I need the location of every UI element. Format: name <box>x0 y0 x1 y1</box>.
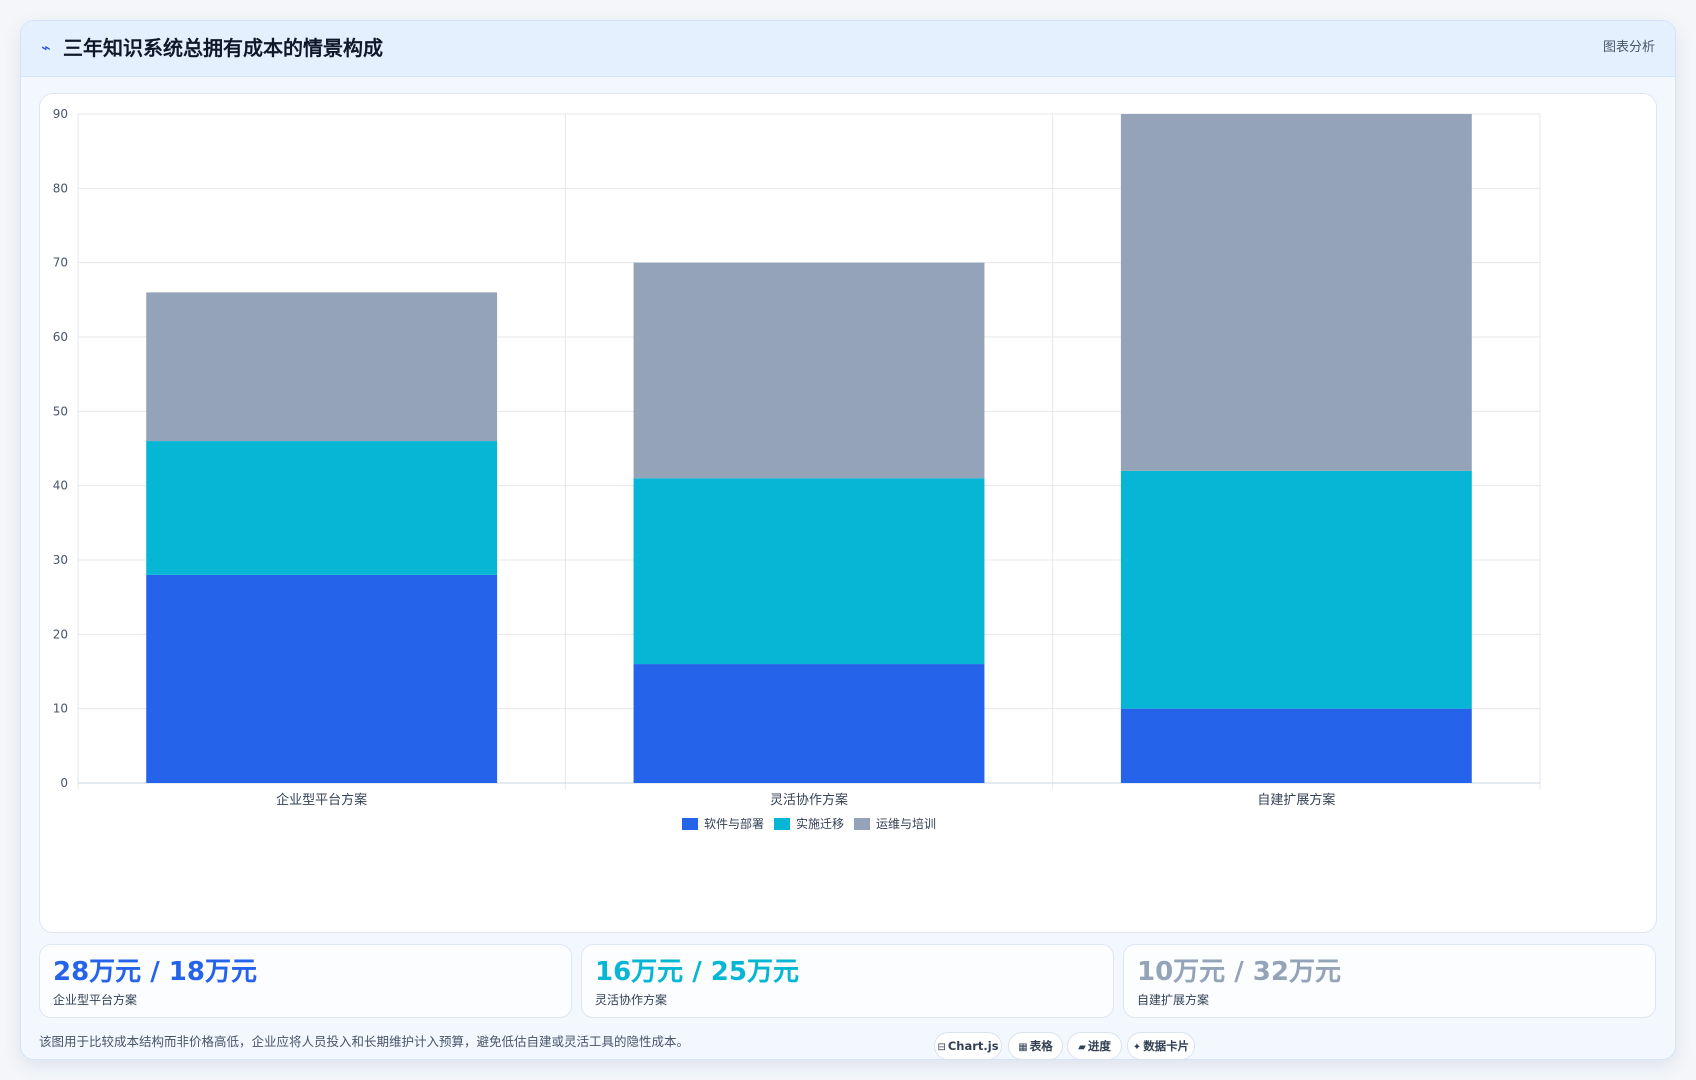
stat-value: 28万元 / 18万元 <box>53 957 257 987</box>
stat-label: 自建扩展方案 <box>1137 993 1210 1007</box>
footnote: 该图用于比较成本结构而非价格高低，企业应将人员投入和长期维护计入预算，避免低估自… <box>39 1034 690 1049</box>
legend-label: 软件与部署 <box>704 816 764 831</box>
y-tick-label: 90 <box>53 107 68 121</box>
y-tick-label: 80 <box>53 181 68 195</box>
y-tick-label: 70 <box>53 256 68 270</box>
y-tick-label: 0 <box>60 776 68 790</box>
table-icon: ▦ <box>1018 1042 1028 1053</box>
stacked-bar-chart: 0 10 20 30 40 50 60 70 80 90 企业型平台方案 灵活协作方案 自建扩展方案软件… <box>53 107 1541 831</box>
legend-label: 运维与培训 <box>876 816 936 831</box>
y-tick-label: 10 <box>53 702 68 716</box>
card-header: ⌁ 三年知识系统总拥有成本的情景构成 图表分析 <box>21 21 1675 77</box>
x-tick-label: 企业型平台方案 <box>276 792 367 808</box>
bar-segment <box>146 441 498 575</box>
x-tick-label: 自建扩展方案 <box>1257 792 1335 808</box>
y-tick-label: 30 <box>53 553 68 567</box>
legend-swatch <box>774 818 790 830</box>
chart-spark-icon: ⌁ <box>41 38 51 57</box>
table-label: 表格 <box>1029 1039 1053 1053</box>
y-tick-label: 60 <box>53 330 68 344</box>
stat-label: 灵活协作方案 <box>595 993 668 1007</box>
stats-row: 28万元 / 18万元 企业型平台方案 16万元 / 25万元 灵活协作方案 1… <box>39 944 1656 1018</box>
data-cards-label: 数据卡片 <box>1143 1039 1190 1053</box>
stat-value: 16万元 / 25万元 <box>595 957 799 987</box>
stat-card-selfbuilt: 10万元 / 32万元 自建扩展方案 <box>1123 944 1656 1018</box>
legend-swatch <box>854 818 870 830</box>
stat-card-flexible: 16万元 / 25万元 灵活协作方案 <box>581 944 1114 1018</box>
y-tick-label: 20 <box>53 627 68 641</box>
bar-segment <box>633 478 985 665</box>
page-title: 三年知识系统总拥有成本的情景构成 <box>63 36 383 60</box>
stat-card-enterprise: 28万元 / 18万元 企业型平台方案 <box>39 944 572 1018</box>
sparkle-icon: ✦ <box>1132 1042 1142 1053</box>
chartjs-button[interactable]: ⊟ Chart.js <box>934 1032 1002 1059</box>
y-tick-label: 40 <box>53 479 68 493</box>
bar-segment <box>633 664 985 783</box>
bar-segment <box>1120 114 1472 471</box>
y-tick-label: 50 <box>53 404 68 418</box>
chart-icon: ⊟ <box>937 1042 946 1053</box>
bar-segment <box>1120 708 1472 783</box>
progress-button[interactable]: ▰ 进度 <box>1067 1032 1122 1059</box>
progress-icon: ▰ <box>1078 1042 1086 1053</box>
x-tick-label: 灵活协作方案 <box>770 792 848 808</box>
bar-segment <box>146 574 498 783</box>
bar-segment <box>146 292 498 442</box>
stat-label: 企业型平台方案 <box>53 993 138 1007</box>
chart-panel: 0 10 20 30 40 50 60 70 80 90 企业型平台方案 灵活协作方案 自建扩展方案软件… <box>39 93 1657 933</box>
legend-label: 实施迁移 <box>796 816 844 831</box>
chartjs-label: Chart.js <box>947 1039 999 1053</box>
stat-value: 10万元 / 32万元 <box>1137 957 1341 987</box>
legend-swatch <box>682 818 698 830</box>
data-cards-button[interactable]: ✦ 数据卡片 <box>1127 1032 1195 1059</box>
bar-segment <box>1120 470 1472 709</box>
progress-label: 进度 <box>1087 1039 1111 1053</box>
bar-segment <box>633 262 985 479</box>
table-button[interactable]: ▦ 表格 <box>1008 1032 1063 1059</box>
chart-card: ⌁ 三年知识系统总拥有成本的情景构成 图表分析 0 10 20 30 40 50 60 70 8… <box>20 20 1676 1060</box>
chart-analysis-button[interactable]: 图表分析 <box>1602 40 1655 55</box>
